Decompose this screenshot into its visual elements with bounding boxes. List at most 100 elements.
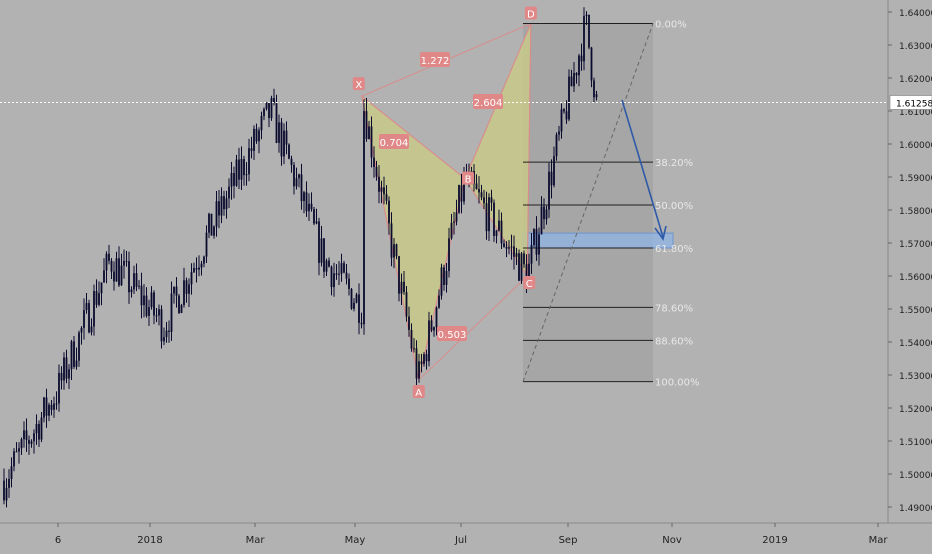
candle-body [545,209,548,220]
candle-body [355,294,358,303]
pattern-point-label: A [415,388,422,399]
candle-body [158,309,160,316]
candle-body [190,272,193,285]
candle-body [213,226,215,236]
candle-body [453,221,455,223]
pattern-line-xb [361,95,466,180]
fib-level-label: 100.00% [655,378,700,389]
candle-body [370,126,373,158]
candle-body [195,268,198,270]
candle-body [445,271,448,285]
candle-body [45,397,48,416]
x-tick-label: 2019 [762,535,787,546]
candle-body [538,234,540,255]
pattern-point-label-bg [523,276,536,289]
pattern-line-ac [418,275,528,381]
candle-body [513,246,515,257]
candle-body [353,302,355,309]
candle-body [368,126,370,140]
candle-body [230,173,233,187]
candle-body [53,403,55,410]
candle-body [583,16,585,62]
y-tick-label: 1.53000 [899,372,932,382]
candle-body [175,286,178,296]
current-price-badge [889,95,932,110]
candle-body [485,203,488,232]
candle-body [343,263,345,273]
candle-body [508,247,510,249]
candle-body [218,201,220,216]
candle-body [378,176,380,192]
candle-body [125,260,128,262]
candle-body [65,357,68,379]
y-tick-label: 1.49000 [899,504,932,514]
candle-body [165,330,168,338]
pattern-point-label: C [526,279,533,290]
candle-body [128,261,130,293]
candle-body [523,253,525,265]
candle-body [530,244,533,264]
candle-body [540,206,543,235]
candle-body [360,322,363,325]
candle-body [363,111,365,325]
candle-body [305,192,308,212]
candle-body [550,171,553,186]
candle-body [340,263,343,274]
candle-body [488,197,490,232]
candle-body [73,341,75,367]
candle-body [118,258,120,286]
candle-body [478,189,480,193]
candle-body [280,122,283,157]
fib-level-label: 88.60% [655,336,693,347]
pattern-ratio-label-bg [420,52,450,67]
y-tick-label: 1.51000 [899,438,932,448]
pattern-point-label: D [527,10,535,21]
candle-body [278,122,280,143]
candle-body [450,222,453,239]
pattern-line-cd [526,23,532,277]
candle-body [380,187,383,192]
candle-body [385,194,388,201]
candle-body [105,253,108,271]
candle-body [178,295,180,313]
candle-body [233,173,235,186]
candle-body [225,198,228,210]
candle-body [18,448,20,452]
candle-body [173,286,175,294]
y-tick-label: 1.62000 [899,75,932,85]
fib-level-label: 50.00% [655,201,693,212]
y-tick-label: 1.52000 [899,405,932,415]
candle-body [263,108,265,117]
candle-body [238,159,240,180]
candle-body [553,156,555,186]
candle-body [115,258,118,282]
target-zone [522,232,674,249]
candle-body [255,128,258,142]
candle-body [403,281,405,293]
candle-body [78,332,80,361]
y-tick-label: 1.57000 [899,240,932,250]
candle-body [93,291,95,327]
candle-body [295,178,298,187]
candle-body [320,238,323,263]
candle-body [493,202,495,236]
pattern-ratio-label: 0.704 [380,138,409,149]
candle-body [155,315,158,317]
candle-body [130,289,133,293]
candle-body [85,303,88,311]
candle-body [560,109,563,132]
candle-body [273,98,275,104]
pattern-point-label-bg [524,6,537,20]
candle-body [258,130,260,142]
candle-body [8,479,10,488]
candle-body [433,327,435,331]
candle-body [400,281,403,294]
candle-body [318,221,320,263]
candle-body [558,131,560,135]
candle-body [283,130,285,157]
x-tick-label: Jul [454,535,467,546]
candle-body [593,80,595,98]
candle-body [495,230,498,236]
